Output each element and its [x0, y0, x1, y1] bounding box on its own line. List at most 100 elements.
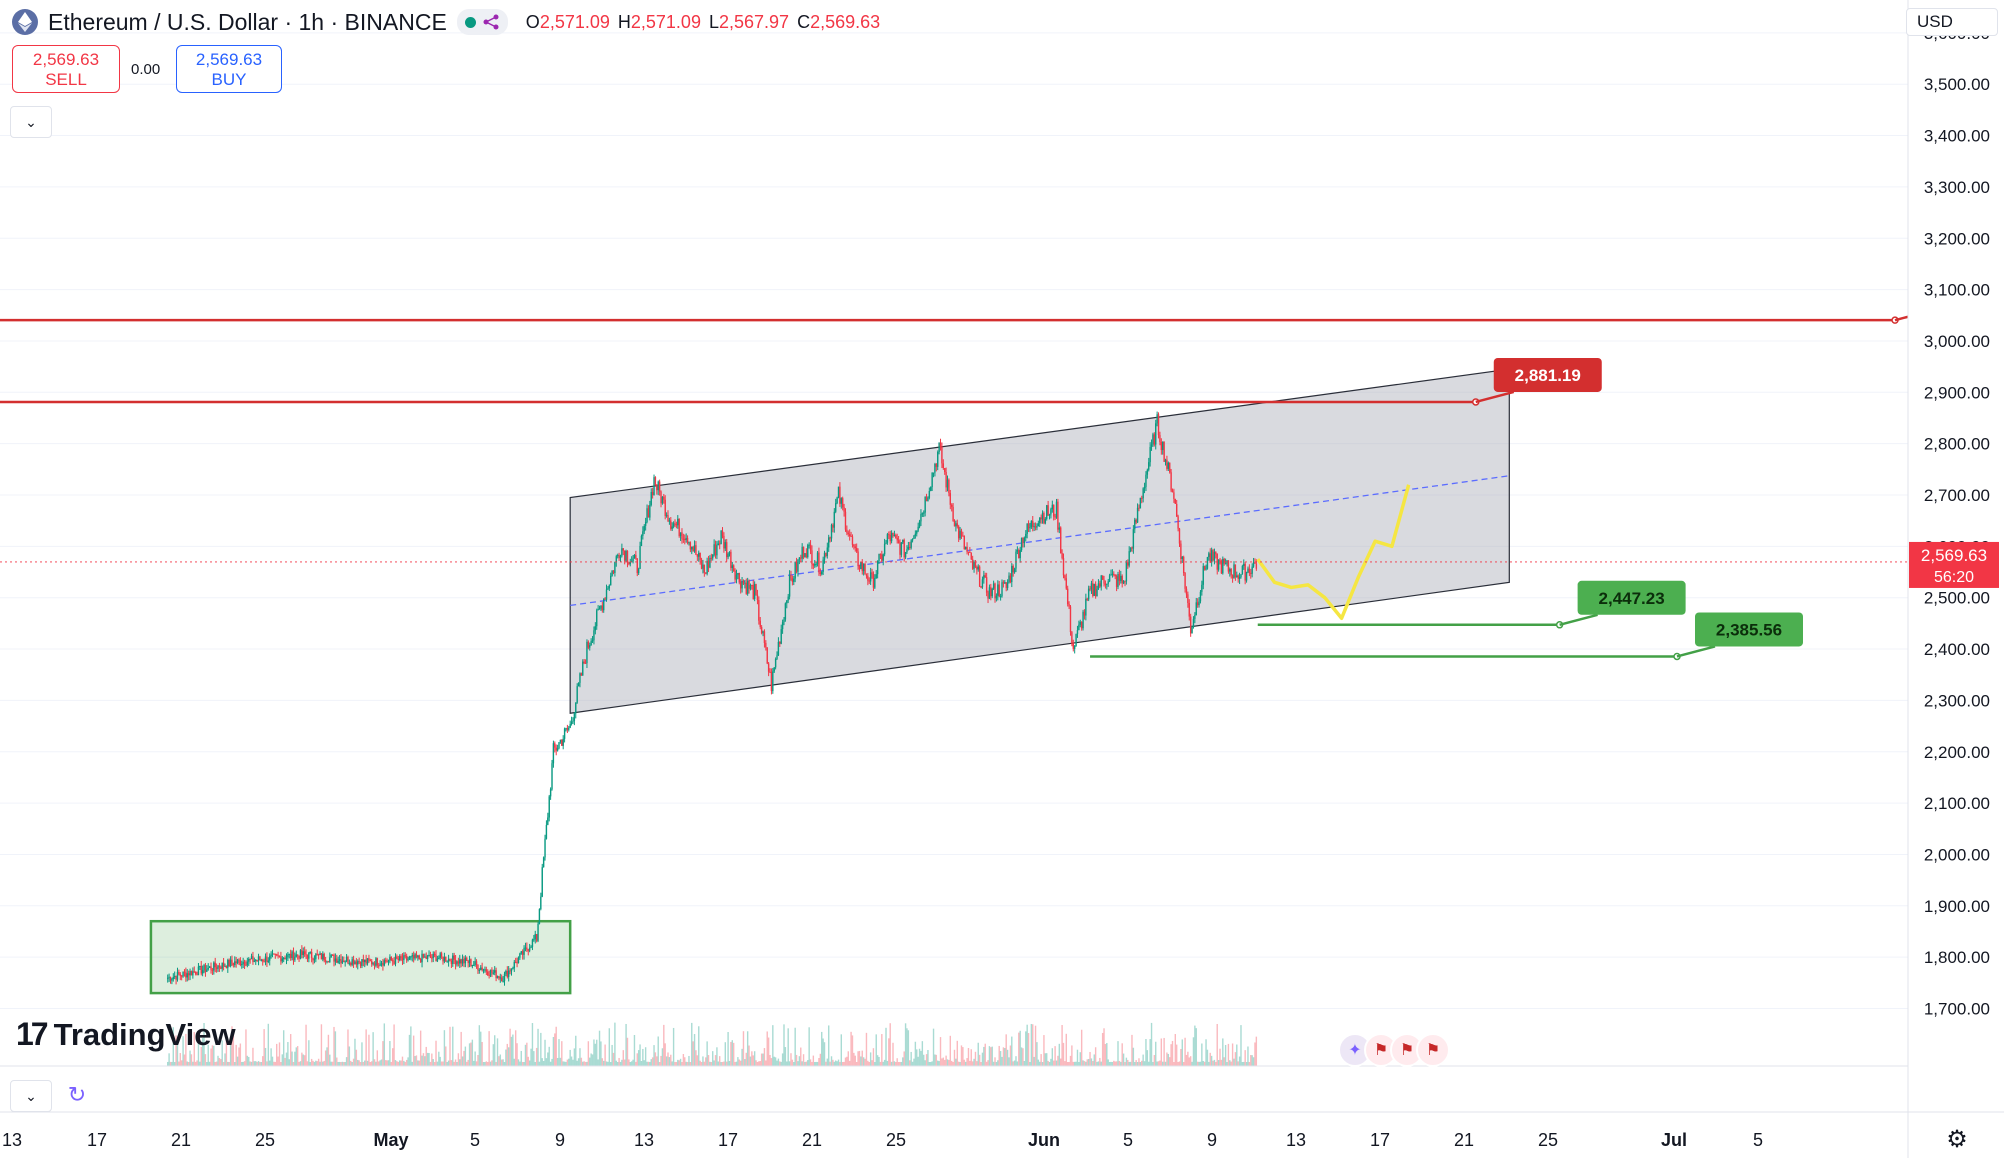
- volume-bar: [910, 1051, 912, 1066]
- candle-body: [698, 552, 700, 557]
- candle-body: [591, 640, 594, 642]
- volume-bar: [436, 1061, 439, 1066]
- volume-bar: [1134, 1061, 1136, 1066]
- volume-bar: [214, 1061, 216, 1066]
- volume-bar: [601, 1058, 604, 1066]
- candle-body: [418, 955, 420, 959]
- candle-body: [447, 958, 450, 962]
- candle-body: [608, 585, 611, 589]
- volume-bar: [1073, 1061, 1076, 1066]
- candle-body: [1173, 492, 1175, 499]
- level-callout-label: 2,447.23: [1599, 589, 1665, 608]
- volume-bar: [1175, 1044, 1178, 1066]
- volume-bar: [786, 1061, 788, 1066]
- candle-body: [408, 957, 411, 960]
- volume-bar: [759, 1061, 761, 1066]
- candle-body: [1156, 414, 1158, 424]
- candle-body: [394, 956, 397, 964]
- candle-body: [387, 960, 390, 963]
- candle-body: [1011, 566, 1013, 583]
- volume-bar: [976, 1061, 978, 1066]
- us-flag-icon[interactable]: ⚑: [1416, 1033, 1450, 1067]
- volume-bar: [679, 1058, 682, 1066]
- volume-bar: [628, 1059, 630, 1066]
- candle-body: [375, 958, 377, 966]
- candle-body: [995, 595, 998, 599]
- projection-path[interactable]: [1256, 484, 1411, 620]
- volume-bar: [1251, 1055, 1253, 1066]
- sell-button[interactable]: 2,569.63 SELL: [12, 45, 120, 93]
- volume-bar: [488, 1031, 490, 1066]
- volume-bar: [389, 1041, 391, 1066]
- volume-bar: [992, 1061, 995, 1066]
- volume-bar: [1115, 1061, 1118, 1066]
- volume-bar: [643, 1060, 645, 1066]
- buy-button[interactable]: 2,569.63 BUY: [176, 45, 282, 93]
- level-callout[interactable]: [1695, 612, 1803, 647]
- economic-events[interactable]: ✦ ⚑ ⚑ ⚑: [1338, 1033, 1450, 1067]
- candle-body: [987, 592, 989, 599]
- volume-bar: [1050, 1058, 1052, 1066]
- candle-body: [794, 562, 796, 579]
- consolidation-box[interactable]: [149, 919, 572, 995]
- volume-bar: [598, 1030, 601, 1066]
- volume-bar: [306, 1061, 309, 1066]
- candle-body: [192, 971, 194, 976]
- volume-bar: [1064, 1061, 1066, 1066]
- candle-body: [1097, 583, 1100, 590]
- candle-body: [1248, 568, 1251, 573]
- volume-bar: [227, 1061, 229, 1066]
- volume-bar: [1039, 1061, 1041, 1066]
- candle-body: [774, 658, 777, 668]
- collapse-toggle[interactable]: ⌄: [10, 106, 52, 138]
- volume-bar: [1113, 1060, 1115, 1066]
- volume-bar: [1092, 1061, 1094, 1066]
- candle-body: [853, 544, 855, 547]
- currency-selector[interactable]: USD: [1906, 8, 1998, 36]
- candle-body: [417, 955, 419, 958]
- volume-bar: [920, 1050, 922, 1066]
- volume-bar: [393, 1024, 395, 1066]
- symbol-title[interactable]: Ethereum / U.S. Dollar · 1h · BINANCE: [48, 8, 447, 35]
- candle-body: [204, 965, 207, 972]
- candle-body: [867, 575, 869, 581]
- candle-body: [1203, 566, 1206, 570]
- volume-bar: [282, 1030, 285, 1066]
- candle-body: [593, 630, 595, 641]
- timeline-collapse-toggle[interactable]: ⌄: [10, 1080, 52, 1112]
- candle-body: [1222, 558, 1224, 574]
- candle-body: [952, 506, 954, 521]
- volume-bar: [777, 1058, 780, 1066]
- volume-bar: [621, 1059, 623, 1066]
- candle-body: [632, 558, 634, 562]
- level-callout[interactable]: [1577, 580, 1686, 615]
- settings-gear-icon[interactable]: ⚙: [1946, 1125, 1968, 1153]
- volume-bar: [273, 1061, 275, 1066]
- volume-bar: [189, 1050, 191, 1066]
- volume-bar: [985, 1061, 988, 1066]
- candle-body: [1231, 575, 1234, 579]
- refresh-icon[interactable]: ↻: [67, 1082, 87, 1107]
- candle-body: [267, 960, 270, 962]
- candle-body: [278, 956, 281, 958]
- channel-midline[interactable]: [570, 475, 1510, 607]
- candle-body: [1058, 527, 1061, 530]
- volume-bar: [1019, 1030, 1021, 1066]
- volume-bar: [344, 1062, 346, 1066]
- volume-bar: [970, 1049, 972, 1066]
- volume-bar: [1008, 1057, 1010, 1066]
- volume-bar: [313, 1061, 316, 1066]
- volume-bar: [492, 1044, 495, 1066]
- candles: [167, 411, 1258, 986]
- volume-bar: [417, 1060, 419, 1066]
- volume-bar: [1043, 1035, 1045, 1066]
- candle-body: [639, 546, 641, 569]
- current-price-badge[interactable]: [1909, 541, 1999, 588]
- volume-bar: [871, 1060, 873, 1066]
- market-status-pill[interactable]: [456, 9, 508, 35]
- candle-body: [445, 956, 447, 962]
- volume-bar: [468, 1043, 471, 1066]
- level-callout[interactable]: [1493, 357, 1602, 392]
- volume-bar: [836, 1061, 838, 1066]
